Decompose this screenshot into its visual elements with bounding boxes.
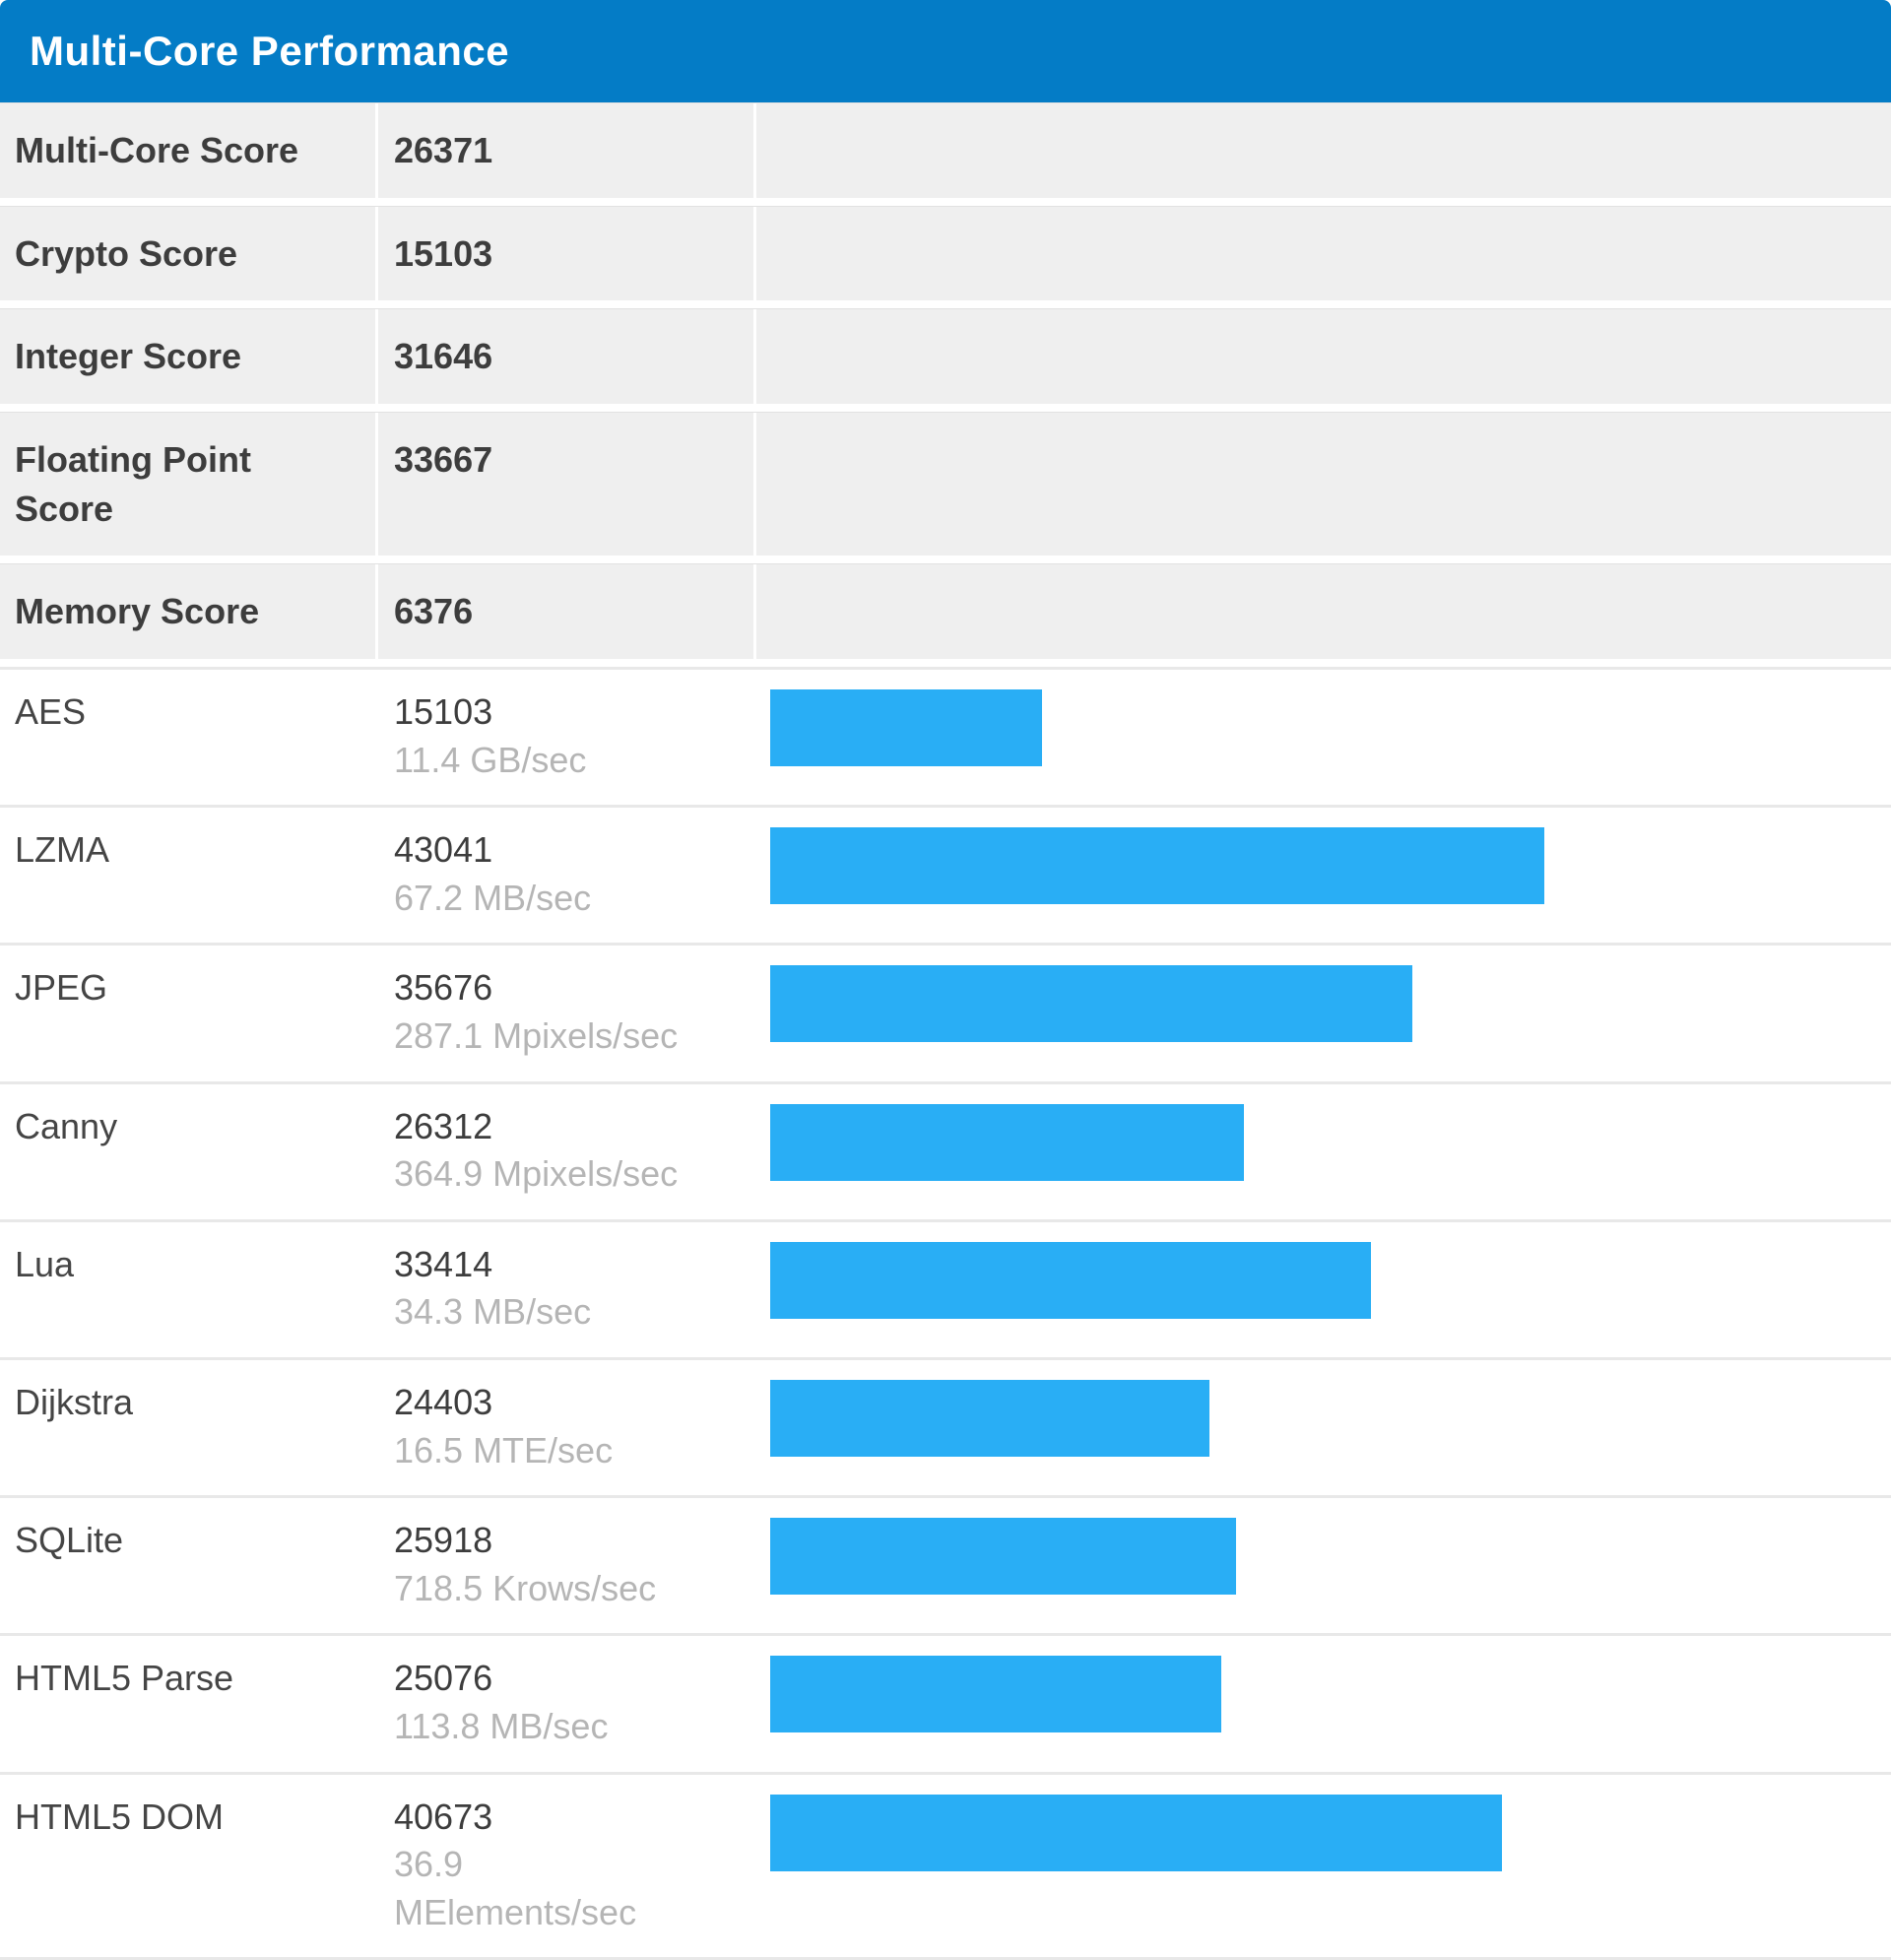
- score-bar: [770, 1379, 1209, 1457]
- benchmark-rate: 11.4 GB/sec: [394, 739, 587, 780]
- benchmark-bar-cell: [756, 946, 1891, 1080]
- summary-row-spacer: [756, 207, 1891, 301]
- summary-label: Multi-Core Score: [0, 103, 378, 198]
- benchmark-row-jpeg: JPEG 35676 287.1 Mpixels/sec: [0, 943, 1891, 1081]
- benchmark-values: 25076 113.8 MB/sec: [378, 1636, 756, 1771]
- benchmark-row-sqlite: SQLite 25918 718.5 Krows/sec: [0, 1495, 1891, 1634]
- benchmark-rate: 718.5 Krows/sec: [394, 1567, 657, 1608]
- benchmark-score: 26312: [394, 1105, 493, 1146]
- benchmark-name: Canny: [15, 1105, 118, 1146]
- benchmark-score: 40673: [394, 1796, 493, 1837]
- benchmark-bar-cell: [756, 1084, 1891, 1219]
- benchmark-score: 35676: [394, 967, 493, 1009]
- benchmark-values: 24403 16.5 MTE/sec: [378, 1360, 756, 1495]
- benchmark-rate: 34.3 MB/sec: [394, 1291, 592, 1333]
- benchmark-name: LZMA: [15, 829, 110, 871]
- summary-value: 6376: [378, 564, 756, 660]
- benchmark-score: 25918: [394, 1520, 493, 1561]
- summary-row-floating-point-score: Floating Point Score 33667: [0, 412, 1891, 564]
- summary-row-spacer: [756, 309, 1891, 404]
- score-bar: [770, 689, 1042, 767]
- benchmark-bar-cell: [756, 1636, 1891, 1771]
- summary-row-spacer: [756, 413, 1891, 555]
- score-bar: [770, 1794, 1502, 1871]
- benchmark-score: 24403: [394, 1381, 493, 1422]
- benchmark-score: 43041: [394, 829, 493, 871]
- benchmark-values: 40673 36.9 MElements/sec: [378, 1775, 756, 1958]
- score-bar: [770, 1656, 1222, 1733]
- summary-value: 31646: [378, 309, 756, 405]
- summary-value: 15103: [378, 206, 756, 301]
- benchmark-values: 25918 718.5 Krows/sec: [378, 1498, 756, 1633]
- benchmark-values: 43041 67.2 MB/sec: [378, 808, 756, 943]
- benchmark-rate: 113.8 MB/sec: [394, 1705, 609, 1746]
- benchmark-values: 15103 11.4 GB/sec: [378, 670, 756, 805]
- benchmark-row-canny: Canny 26312 364.9 Mpixels/sec: [0, 1080, 1891, 1219]
- score-bar: [770, 1241, 1372, 1319]
- benchmark-bar-cell: [756, 1498, 1891, 1633]
- benchmark-bar-cell: [756, 670, 1891, 805]
- benchmark-rate: 36.9 MElements/sec: [394, 1844, 637, 1932]
- score-bar: [770, 827, 1545, 905]
- summary-label: Crypto Score: [0, 206, 378, 301]
- summary-row-integer-score: Integer Score 31646: [0, 308, 1891, 413]
- section-title: Multi-Core Performance: [30, 28, 510, 74]
- benchmark-row-html5-parse: HTML5 Parse 25076 113.8 MB/sec: [0, 1633, 1891, 1772]
- benchmark-score: 15103: [394, 691, 493, 733]
- benchmark-row-aes: AES 15103 11.4 GB/sec: [0, 667, 1891, 806]
- benchmark-name: HTML5 Parse: [15, 1658, 234, 1699]
- benchmark-row-dijkstra: Dijkstra 24403 16.5 MTE/sec: [0, 1356, 1891, 1496]
- benchmark-row-lzma: LZMA 43041 67.2 MB/sec: [0, 805, 1891, 944]
- summary-row-spacer: [756, 564, 1891, 659]
- summary-row-crypto-score: Crypto Score 15103: [0, 205, 1891, 309]
- benchmark-values: 26312 364.9 Mpixels/sec: [378, 1084, 756, 1219]
- benchmark-row-lua: Lua 33414 34.3 MB/sec: [0, 1218, 1891, 1357]
- benchmark-row-html5-dom: HTML5 DOM 40673 36.9 MElements/sec: [0, 1771, 1891, 1960]
- benchmark-bar-cell: [756, 1222, 1891, 1357]
- summary-row-spacer: [756, 103, 1891, 198]
- benchmark-score: 33414: [394, 1243, 493, 1284]
- summary-label: Integer Score: [0, 309, 378, 405]
- summary-label: Memory Score: [0, 564, 378, 660]
- summary-value: 26371: [378, 103, 756, 198]
- benchmark-bar-cell: [756, 1775, 1891, 1958]
- benchmark-score: 25076: [394, 1658, 493, 1699]
- benchmark-name: JPEG: [15, 967, 108, 1009]
- benchmark-name: SQLite: [15, 1520, 124, 1561]
- summary-row-memory-score: Memory Score 6376: [0, 563, 1891, 668]
- section-header: Multi-Core Performance: [0, 0, 1891, 102]
- benchmark-rate: 287.1 Mpixels/sec: [394, 1015, 679, 1056]
- benchmark-name: HTML5 DOM: [15, 1796, 225, 1837]
- summary-row-multi-core-score: Multi-Core Score 26371: [0, 102, 1891, 206]
- benchmark-name: Lua: [15, 1243, 75, 1284]
- summary-label: Floating Point Score: [0, 413, 378, 556]
- benchmark-rate: 67.2 MB/sec: [394, 877, 592, 918]
- benchmark-rate: 364.9 Mpixels/sec: [394, 1153, 679, 1195]
- benchmark-rate: 16.5 MTE/sec: [394, 1429, 614, 1470]
- benchmark-values: 35676 287.1 Mpixels/sec: [378, 946, 756, 1080]
- benchmark-name: Dijkstra: [15, 1381, 134, 1422]
- score-bar: [770, 1518, 1237, 1596]
- benchmark-bar-cell: [756, 1360, 1891, 1495]
- summary-value: 33667: [378, 413, 756, 556]
- benchmark-bar-cell: [756, 808, 1891, 943]
- benchmark-name: AES: [15, 691, 87, 733]
- benchmark-values: 33414 34.3 MB/sec: [378, 1222, 756, 1357]
- score-bar: [770, 965, 1412, 1043]
- score-bar: [770, 1103, 1244, 1181]
